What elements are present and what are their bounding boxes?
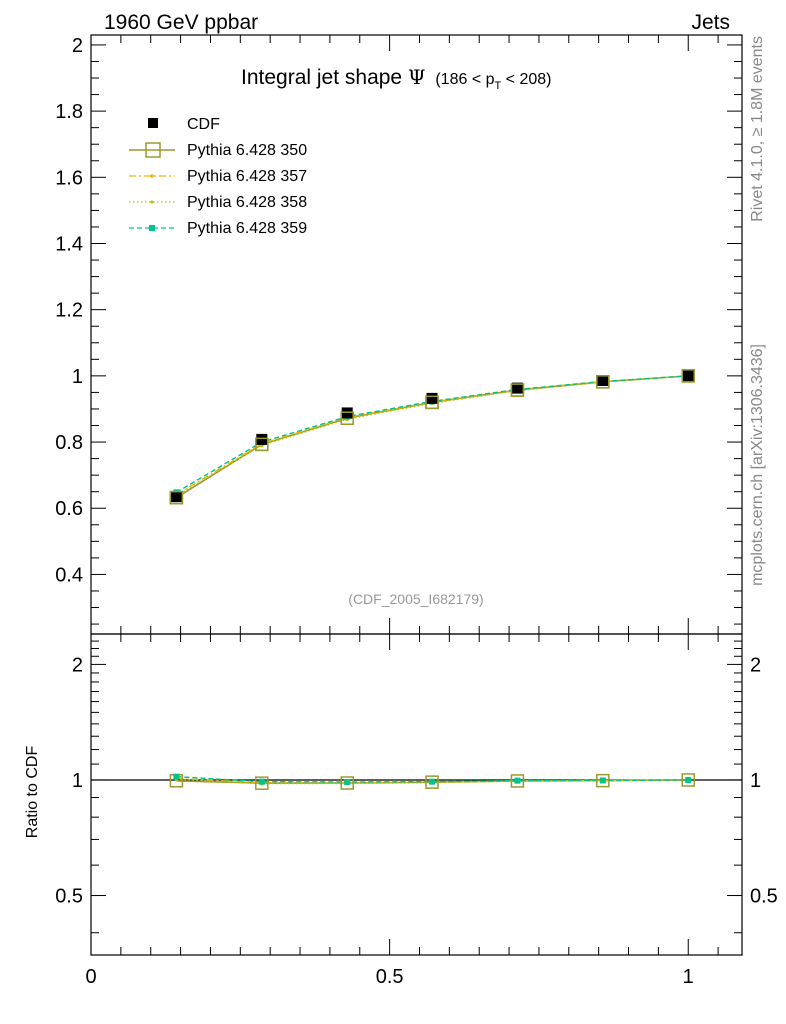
ratio-ytick-label: 1 <box>72 770 83 792</box>
main-point-350-outline <box>340 411 354 425</box>
rivet-label: Rivet 4.1.0, ≥ 1.8M events <box>749 36 766 222</box>
main-point-350-outline <box>255 437 269 452</box>
legend-label-359: Pythia 6.428 359 <box>187 220 307 237</box>
ratio-point-359 <box>685 776 692 783</box>
main-point-cdf <box>426 392 438 404</box>
legend-item-359: Pythia 6.428 359 <box>129 220 307 237</box>
ratio-point-350 <box>340 776 354 790</box>
main-point-cdf <box>256 433 268 445</box>
main-ytick-label: 1.2 <box>55 300 83 322</box>
legend-label-cdf: CDF <box>187 116 220 133</box>
main-ytick-label: 1.8 <box>55 101 83 123</box>
series-lines <box>175 375 689 785</box>
main-ytick-label: 1 <box>72 366 83 388</box>
mcplots-label: mcplots.cern.ch [arXiv:1306.3436] <box>749 344 766 586</box>
ratio-ylabel: Ratio to CDF <box>24 746 41 839</box>
ratio-point-350 <box>596 773 610 788</box>
main-point-350-outline <box>425 395 439 410</box>
main-ytick-label: 2 <box>72 35 83 57</box>
main-point-350-outline <box>596 375 610 389</box>
legend: CDF Pythia 6.428 350 Pythia 6.428 357 Py… <box>129 116 307 237</box>
legend-item-358: Pythia 6.428 358 <box>129 194 307 211</box>
legend-item-cdf: CDF <box>148 116 220 133</box>
ratio-point-350 <box>255 776 269 790</box>
plot-title: Integral jet shape Ψ (186 < pT < 208) <box>241 65 552 92</box>
legend-label-358: Pythia 6.428 358 <box>187 194 307 211</box>
ratio-ytick-label-right: 1 <box>750 770 761 792</box>
legend-item-357: Pythia 6.428 357 <box>129 168 307 185</box>
ratio-point-359 <box>173 773 180 780</box>
title-main: Integral jet shape <box>241 66 402 89</box>
xtick-label: 1 <box>683 966 694 988</box>
legend-label-350: Pythia 6.428 350 <box>187 142 307 159</box>
main-point-cdf <box>170 491 182 503</box>
legend-marker-350 <box>145 142 161 158</box>
main-ytick-label: 1.4 <box>55 233 83 255</box>
header-category: Jets <box>691 11 730 34</box>
legend-marker-357 <box>150 174 154 178</box>
main-point-350-outline <box>169 490 184 505</box>
main-ytick-label: 0.6 <box>55 498 83 520</box>
title-range-post: < 208) <box>501 71 551 88</box>
ratio-ytick-label: 2 <box>72 654 83 676</box>
ratio-point-359 <box>429 778 436 785</box>
analysis-id: (CDF_2005_I682179) <box>348 591 483 607</box>
ratio-point-359 <box>514 777 521 784</box>
title-range-pre: (186 < p <box>435 71 494 88</box>
ratio-point-359 <box>599 777 606 784</box>
legend-item-350: Pythia 6.428 350 <box>129 142 307 159</box>
main-point-cdf <box>597 375 609 387</box>
main-ytick-label: 1.6 <box>55 167 83 189</box>
header-collision: 1960 GeV ppbar <box>104 11 258 34</box>
ratio-point-350 <box>681 773 695 787</box>
axes-layer: 0.4 0.6 0.8 1 1.2 1.4 1.6 1.8 2 0 0.5 1 0.5 0.5 1 1 2 2 <box>55 35 778 988</box>
legend-marker-359 <box>149 225 155 231</box>
series-markers <box>169 369 695 790</box>
title-psi: Ψ <box>408 65 426 89</box>
main-point-cdf <box>511 382 523 394</box>
ratio-point-350 <box>425 775 439 789</box>
ratio-point-350 <box>510 774 525 788</box>
legend-label-357: Pythia 6.428 357 <box>187 168 307 185</box>
ratio-ytick-label: 0.5 <box>55 886 83 908</box>
title-range-sub: T <box>495 80 502 92</box>
main-point-350-outline <box>681 369 695 383</box>
ratio-point-359 <box>258 778 265 785</box>
main-ytick-label: 0.4 <box>55 564 83 586</box>
xtick-label: 0 <box>85 966 96 988</box>
main-point-cdf <box>682 370 694 382</box>
ratio-ytick-label-right: 2 <box>750 654 761 676</box>
ratio-ytick-label-right: 0.5 <box>750 886 778 908</box>
ratio-panel-frame <box>90 633 743 956</box>
legend-marker-358 <box>150 200 154 204</box>
xtick-label: 0.5 <box>376 966 404 988</box>
main-ytick-label: 0.8 <box>55 432 83 454</box>
main-point-350-outline <box>510 383 525 397</box>
legend-marker-cdf <box>148 118 158 128</box>
ratio-point-359 <box>344 778 351 785</box>
